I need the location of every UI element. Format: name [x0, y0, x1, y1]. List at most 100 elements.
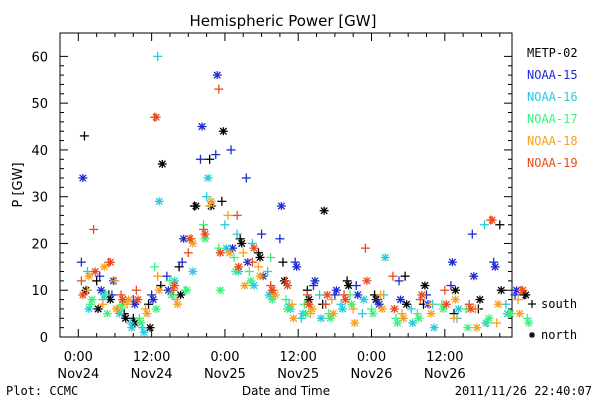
north-point [331, 286, 341, 295]
x-tick-date: Nov25 [204, 367, 246, 382]
north-point [115, 309, 125, 318]
legend-item: NOAA-17 [527, 112, 578, 126]
south-point [492, 318, 502, 328]
north-point [337, 304, 347, 313]
south-point [144, 299, 154, 309]
south-point [360, 243, 370, 253]
x-tick-time: 0:00 [357, 350, 386, 365]
y-tick-labels: 0 10 20 30 40 50 60 [31, 50, 48, 346]
y-tick-label: 20 [31, 237, 48, 252]
north-point [166, 290, 176, 299]
y-tick-label: 10 [31, 284, 48, 299]
plot-frame [59, 32, 513, 338]
south-point [131, 285, 141, 295]
north-point [362, 276, 372, 285]
south-point [205, 154, 215, 164]
north-point [325, 314, 335, 323]
north-point [347, 300, 357, 309]
north-point [377, 304, 387, 313]
south-point [446, 281, 456, 291]
x-axis-label: Date and Time [242, 384, 330, 398]
north-point [240, 281, 250, 290]
x-tick-date: Nov26 [424, 367, 466, 382]
north-point [206, 197, 216, 206]
north-point [493, 300, 503, 309]
x-tick-time: 12:00 [133, 350, 170, 365]
north-point [505, 309, 515, 318]
north-point [408, 318, 418, 327]
north-point [450, 295, 460, 304]
x-tick-time: 0:00 [210, 350, 239, 365]
south-point [257, 229, 267, 239]
south-point [232, 229, 242, 239]
north-point [417, 290, 427, 299]
south-point [275, 234, 285, 244]
south-point [92, 276, 102, 286]
north-point [484, 314, 494, 323]
north-point [414, 314, 424, 323]
south-point [177, 257, 187, 267]
south-point [400, 271, 410, 281]
south-point [195, 154, 205, 164]
south-point [467, 229, 477, 239]
north-point [163, 286, 173, 295]
marker-legend-label: north [541, 328, 577, 342]
axis-ticks [60, 33, 512, 338]
north-point [316, 314, 326, 323]
x-tick-date: Nov24 [131, 367, 173, 382]
south-point [183, 248, 193, 258]
south-point [153, 271, 163, 281]
south-point [244, 267, 254, 277]
y-tick-label: 40 [31, 144, 48, 159]
plot-credit: Plot: CCMC [6, 384, 78, 398]
data-points [76, 51, 534, 337]
south-point [357, 309, 367, 319]
south-point [229, 252, 239, 262]
marker-legend: south north [528, 297, 577, 342]
north-point [270, 290, 280, 299]
legend-item: NOAA-15 [527, 68, 578, 82]
north-point [380, 253, 390, 262]
north-point [99, 262, 109, 271]
north-point [319, 206, 329, 215]
north-point [399, 314, 409, 323]
south-point [241, 173, 251, 183]
north-point [389, 304, 399, 313]
north-point [353, 290, 363, 299]
north-point [447, 258, 457, 267]
south-point [287, 299, 297, 309]
marker-legend-label: south [541, 297, 577, 311]
y-tick-label: 30 [31, 191, 48, 206]
south-point [449, 313, 459, 323]
north-point [105, 258, 115, 267]
north-point [90, 267, 100, 276]
north-point [237, 239, 247, 248]
x-tick-date: Nov25 [277, 367, 319, 382]
x-tick-labels: 0:00 Nov24 12:00 Nov24 0:00 Nov25 12:00 Nov25 0:… [57, 350, 465, 382]
north-point [402, 300, 412, 309]
north-point [78, 290, 88, 299]
north-point [157, 159, 167, 168]
south-point [76, 257, 86, 267]
x-tick-time: 12:00 [279, 350, 316, 365]
north-point [224, 248, 234, 257]
south-point [254, 262, 264, 272]
south-point [101, 290, 111, 300]
north-point [368, 309, 378, 318]
south-point [247, 257, 257, 267]
legend-item: NOAA-16 [527, 90, 578, 104]
north-point [96, 286, 106, 295]
north-point [84, 304, 94, 313]
y-tick-label: 50 [31, 97, 48, 112]
south-point [321, 299, 331, 309]
north-point [292, 262, 302, 271]
north-point [133, 295, 143, 304]
north-point [136, 318, 146, 327]
north-point [121, 314, 131, 323]
north-point [182, 286, 192, 295]
north-point [203, 173, 213, 182]
south-point [315, 290, 325, 300]
north-point [200, 230, 210, 239]
north-point [93, 304, 103, 313]
south-point [263, 267, 273, 277]
